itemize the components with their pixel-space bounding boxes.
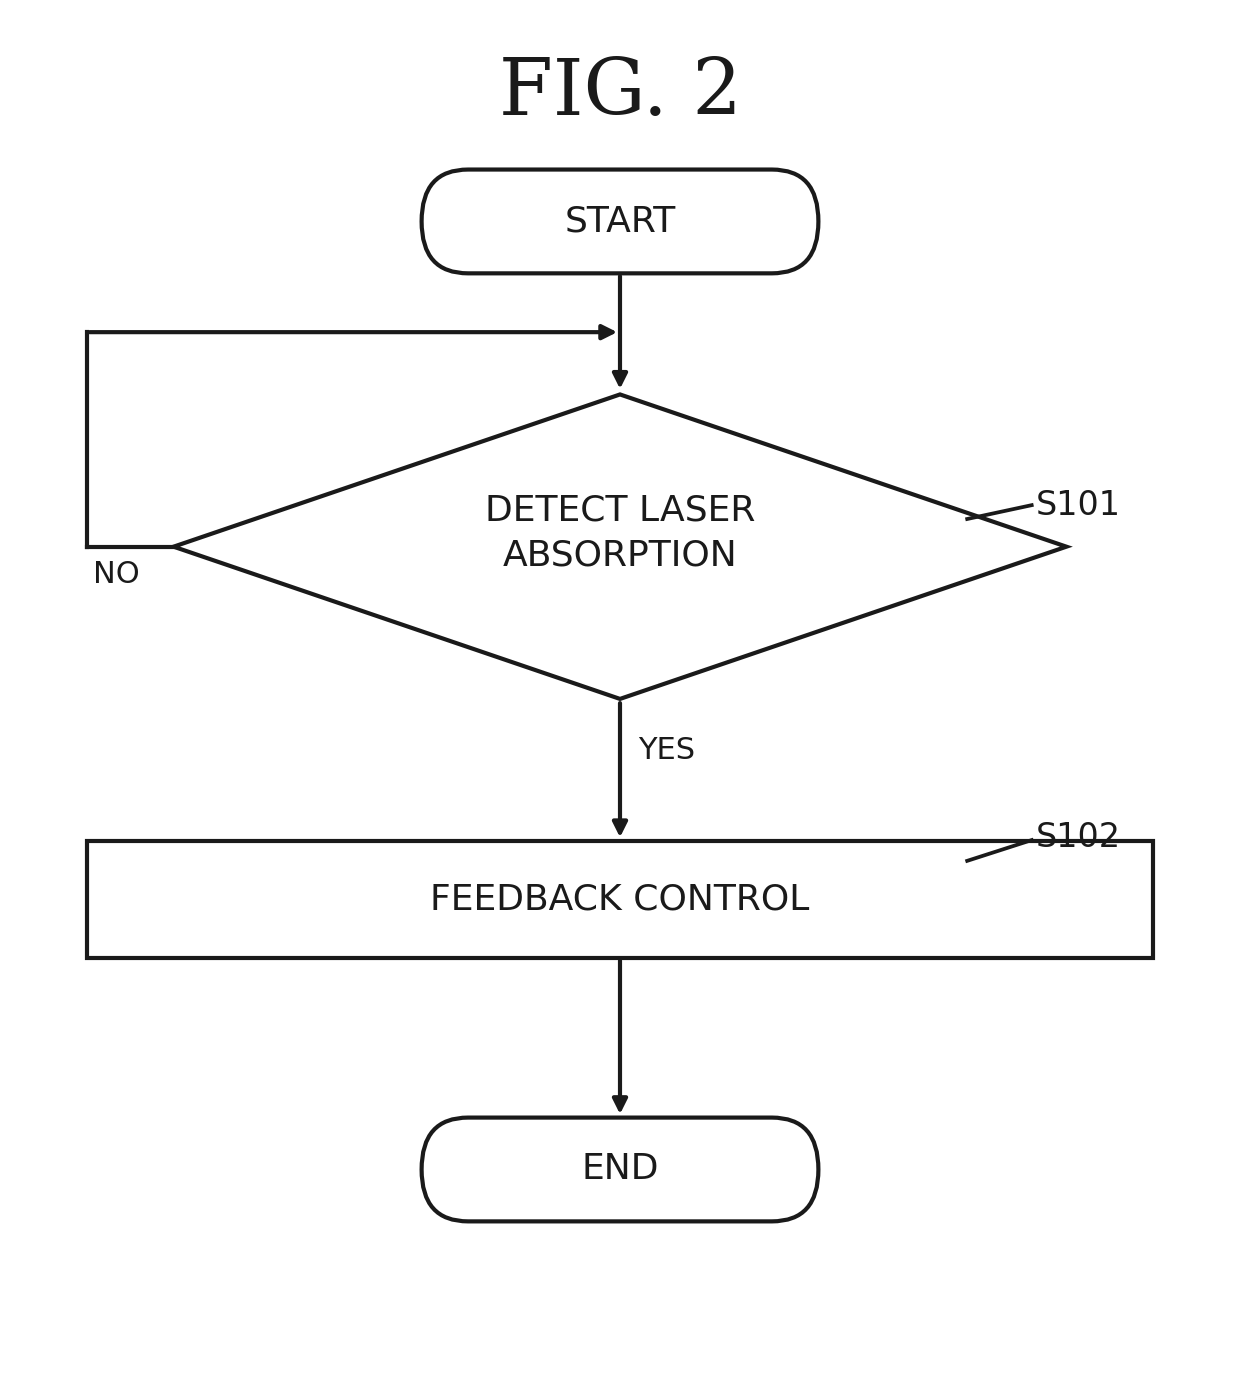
Text: NO: NO bbox=[93, 561, 140, 588]
Text: END: END bbox=[582, 1153, 658, 1186]
Text: FIG. 2: FIG. 2 bbox=[498, 55, 742, 131]
Bar bbox=[87, 840, 1153, 958]
FancyBboxPatch shape bbox=[422, 170, 818, 274]
Text: START: START bbox=[564, 205, 676, 238]
Text: YES: YES bbox=[639, 736, 696, 764]
FancyBboxPatch shape bbox=[422, 1118, 818, 1222]
Text: S102: S102 bbox=[1035, 821, 1121, 854]
Text: FEEDBACK CONTROL: FEEDBACK CONTROL bbox=[430, 883, 810, 916]
Polygon shape bbox=[174, 394, 1066, 699]
Text: S101: S101 bbox=[1035, 489, 1121, 522]
Text: DETECT LASER
ABSORPTION: DETECT LASER ABSORPTION bbox=[485, 494, 755, 572]
